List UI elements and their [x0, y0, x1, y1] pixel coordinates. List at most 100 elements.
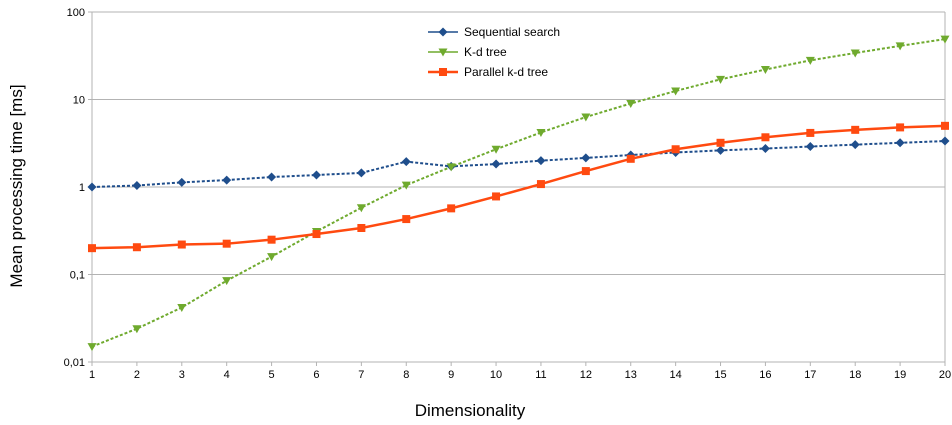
- data-point: [761, 133, 770, 142]
- data-point: [806, 128, 815, 137]
- data-point: [402, 215, 411, 224]
- data-point: [941, 121, 949, 130]
- series-2: [88, 121, 949, 253]
- data-point: [177, 240, 186, 249]
- data-point: [940, 35, 950, 44]
- data-point: [581, 167, 590, 176]
- x-tick-label: 13: [625, 369, 637, 381]
- data-point: [895, 42, 905, 51]
- data-point: [446, 163, 456, 172]
- data-point: [896, 123, 905, 132]
- data-point: [671, 145, 680, 154]
- legend-box: [424, 20, 586, 86]
- data-point: [716, 138, 725, 147]
- x-tick-label: 10: [490, 369, 502, 381]
- data-point: [895, 138, 905, 148]
- x-tick-label: 20: [939, 369, 951, 381]
- x-tick-label: 14: [670, 369, 682, 381]
- x-tick-label: 5: [269, 369, 275, 381]
- data-point: [491, 145, 501, 154]
- legend-marker: [438, 48, 448, 57]
- data-point: [356, 204, 366, 213]
- data-point: [851, 125, 860, 134]
- x-tick-label: 16: [759, 369, 771, 381]
- x-tick-label: 18: [849, 369, 861, 381]
- data-point: [177, 177, 187, 187]
- legend-item: Parallel k-d tree: [428, 65, 548, 79]
- series-0: [87, 136, 950, 192]
- data-point: [132, 181, 142, 191]
- x-tick-label: 1: [89, 369, 95, 381]
- legend-label: K-d tree: [464, 45, 507, 59]
- data-point: [671, 87, 681, 96]
- data-point: [267, 172, 277, 182]
- x-tick-label: 17: [804, 369, 816, 381]
- grid-lines: [92, 11, 945, 363]
- x-tick-label: 9: [448, 369, 454, 381]
- data-point: [267, 235, 276, 244]
- series-line: [91, 140, 946, 188]
- y-axis-title: Mean processing time [ms]: [7, 84, 26, 287]
- x-tick-label: 11: [535, 369, 546, 381]
- data-point: [222, 277, 232, 286]
- data-point: [87, 182, 97, 192]
- x-tick-label: 15: [714, 369, 726, 381]
- legend-label: Sequential search: [464, 25, 560, 39]
- x-tick-label: 7: [358, 369, 364, 381]
- data-point: [267, 253, 277, 262]
- series-group: [87, 35, 950, 352]
- data-point: [760, 144, 770, 154]
- data-point: [626, 100, 636, 109]
- data-point: [222, 239, 231, 248]
- data-point: [536, 156, 546, 166]
- data-point: [536, 128, 546, 137]
- legend-marker: [438, 27, 448, 37]
- data-point: [536, 180, 545, 189]
- data-point: [716, 75, 726, 84]
- data-point: [760, 66, 770, 75]
- data-point: [132, 325, 142, 334]
- data-point: [401, 157, 411, 167]
- data-point: [716, 145, 726, 155]
- data-point: [850, 49, 860, 58]
- data-point: [805, 142, 815, 152]
- data-point: [492, 192, 501, 201]
- data-point: [805, 56, 815, 65]
- y-tick-label: 10: [73, 95, 85, 107]
- data-point: [356, 168, 366, 178]
- data-point: [87, 343, 97, 352]
- data-point: [132, 243, 141, 252]
- x-tick-label: 12: [580, 369, 592, 381]
- data-point: [311, 170, 321, 180]
- data-point: [581, 153, 591, 163]
- data-point: [581, 113, 591, 122]
- x-tick-label: 8: [403, 369, 409, 381]
- legend-marker: [439, 68, 447, 76]
- data-point: [177, 303, 187, 312]
- y-tick-label: 1: [79, 182, 85, 194]
- legend-label: Parallel k-d tree: [464, 65, 548, 79]
- data-point: [357, 223, 366, 232]
- x-tick-label: 19: [894, 369, 906, 381]
- series-1: [87, 35, 950, 352]
- y-tick-label: 0,1: [70, 270, 85, 282]
- data-point: [626, 154, 635, 163]
- data-point: [88, 244, 96, 253]
- y-tick-label: 100: [67, 7, 85, 19]
- y-tick-label: 0,01: [64, 357, 85, 369]
- x-tick-label: 2: [134, 369, 140, 381]
- x-tick-label: 3: [179, 369, 185, 381]
- legend: Sequential search K-d tree Parallel k-d tr…: [424, 20, 586, 86]
- data-point: [940, 136, 950, 146]
- data-point: [491, 159, 501, 169]
- x-tick-label: 4: [224, 369, 230, 381]
- series-line: [91, 124, 946, 250]
- legend-item: K-d tree: [428, 45, 507, 59]
- data-point: [401, 181, 411, 190]
- data-point: [312, 230, 321, 239]
- data-point: [850, 140, 860, 150]
- legend-item: Sequential search: [428, 25, 560, 39]
- x-axis-title: Dimensionality: [415, 401, 526, 420]
- x-tick-label: 6: [313, 369, 319, 381]
